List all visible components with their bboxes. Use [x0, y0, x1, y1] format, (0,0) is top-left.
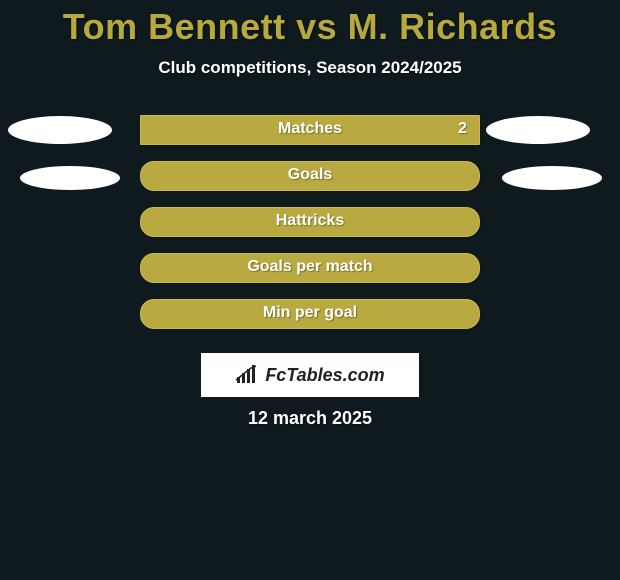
stat-label: Goals [141, 166, 479, 184]
stat-pill: Hattricks [140, 207, 480, 237]
date-label: 12 march 2025 [0, 408, 620, 429]
stat-row: Hattricks [0, 212, 620, 258]
stat-row: Matches2 [0, 120, 620, 166]
brand-bars-icon [235, 365, 261, 385]
left-value-ellipse [20, 166, 120, 190]
stat-pill: Matches2 [140, 115, 480, 145]
stat-pill: Goals [140, 161, 480, 191]
stat-label: Min per goal [141, 304, 479, 322]
stat-value-right: 2 [458, 120, 467, 138]
stats-rows: Matches2GoalsHattricksGoals per matchMin… [0, 120, 620, 350]
stat-row: Min per goal [0, 304, 620, 350]
right-value-ellipse [502, 166, 602, 190]
brand-text: FcTables.com [265, 365, 384, 386]
stat-label: Goals per match [141, 258, 479, 276]
comparison-infographic: Tom Bennett vs M. Richards Club competit… [0, 0, 620, 580]
stat-row: Goals per match [0, 258, 620, 304]
brand-badge: FcTables.com [201, 353, 419, 397]
stat-pill: Goals per match [140, 253, 480, 283]
page-subtitle: Club competitions, Season 2024/2025 [0, 58, 620, 78]
page-title: Tom Bennett vs M. Richards [0, 0, 620, 48]
left-value-ellipse [8, 116, 112, 144]
stat-label: Hattricks [141, 212, 479, 230]
right-value-ellipse [486, 116, 590, 144]
stat-label: Matches [141, 120, 479, 138]
stat-pill: Min per goal [140, 299, 480, 329]
stat-row: Goals [0, 166, 620, 212]
